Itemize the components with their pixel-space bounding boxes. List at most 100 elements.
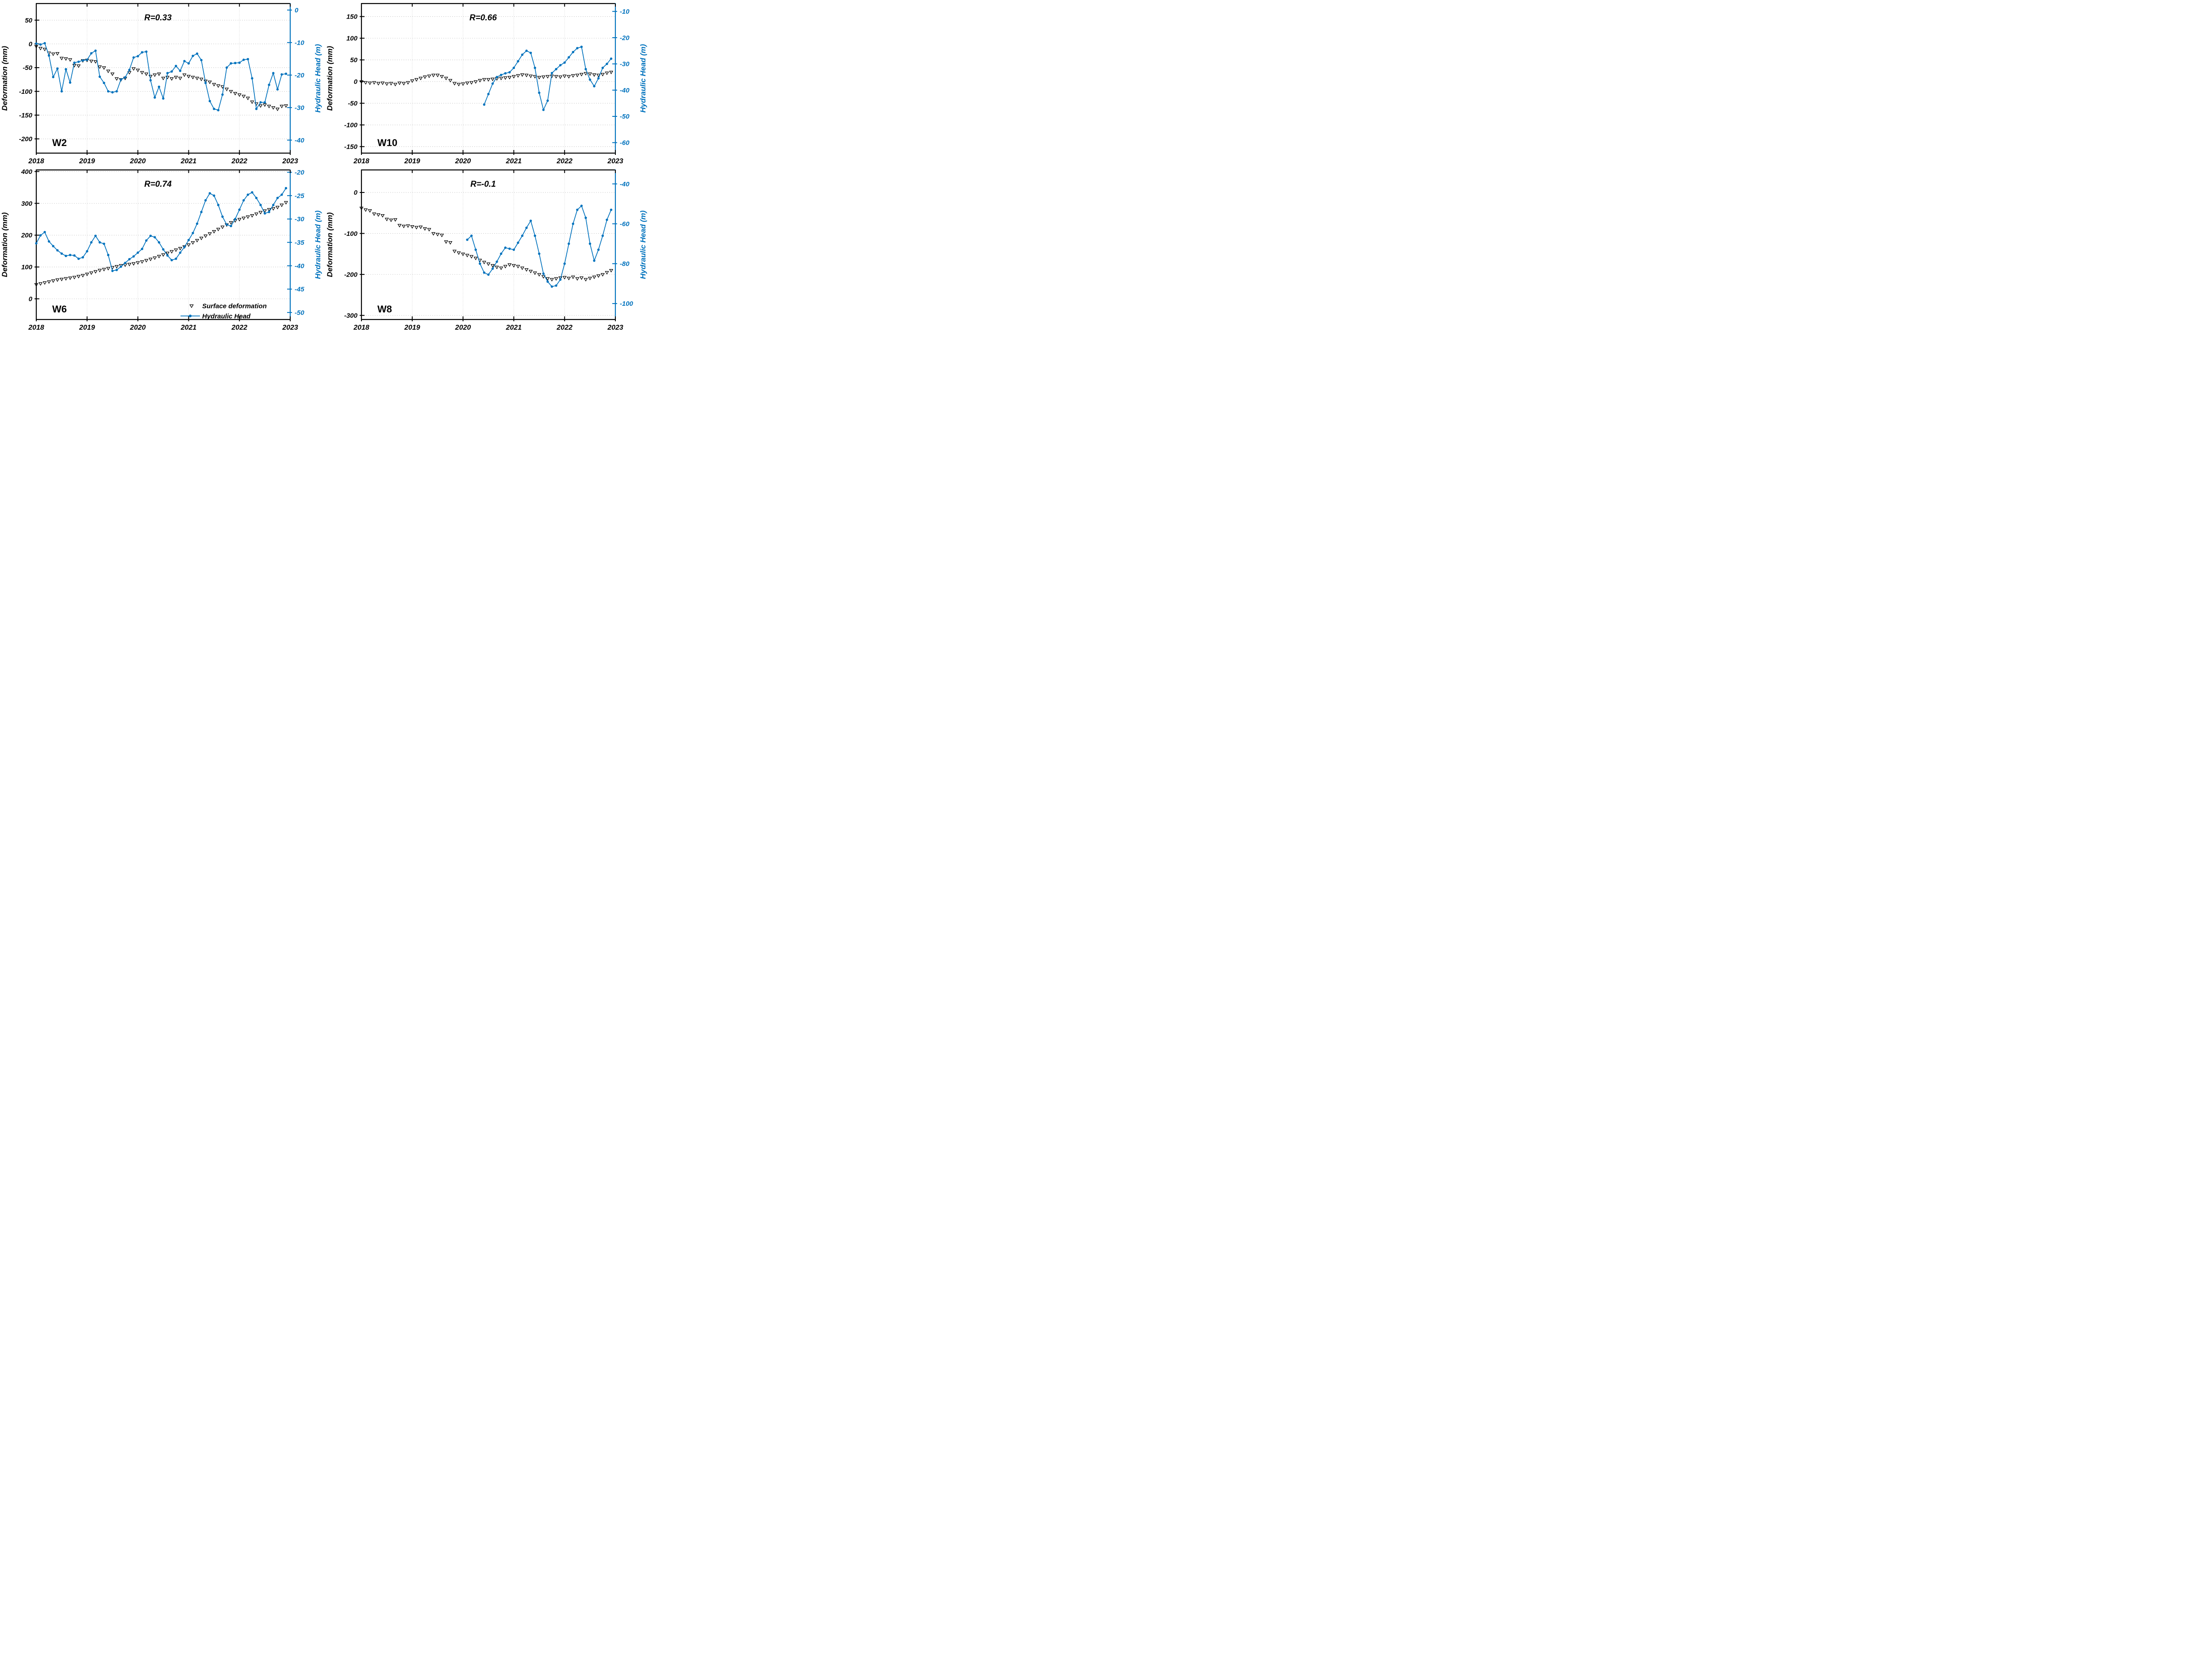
triangle-marker [182, 73, 187, 77]
circle-marker [610, 208, 613, 211]
triangle-marker [144, 72, 149, 76]
triangle-marker [42, 48, 47, 51]
circle-marker [86, 58, 88, 61]
left-tick-label: 100 [346, 35, 358, 42]
legend-label-surface-deformation: Surface deformation [202, 302, 267, 310]
circle-marker [529, 51, 532, 54]
gridlines [361, 170, 615, 320]
circle-marker [204, 81, 207, 84]
triangle-marker [402, 225, 406, 228]
triangle-marker [457, 83, 461, 87]
left-tick-label: 400 [21, 168, 33, 176]
triangle-marker [115, 77, 119, 81]
year-tick-label: 2020 [455, 158, 471, 165]
circle-marker [521, 235, 524, 237]
triangle-marker [153, 73, 157, 77]
triangle-marker [533, 75, 537, 79]
circle-marker [263, 212, 266, 215]
circle-marker [284, 73, 288, 75]
year-tick-label: 2021 [180, 158, 197, 165]
triangle-marker [431, 73, 436, 77]
circle-marker [251, 191, 253, 194]
triangle-marker [38, 47, 43, 50]
triangle-marker [482, 261, 487, 265]
triangle-marker [406, 224, 410, 228]
year-tick-label: 2019 [404, 158, 420, 165]
right-tick-label: -60 [620, 220, 630, 228]
triangle-marker [77, 64, 81, 68]
circle-marker [170, 70, 173, 73]
triangle-marker [448, 241, 453, 245]
circle-marker [572, 222, 575, 225]
left-axis-title: Deformation (mm) [0, 46, 9, 111]
triangle-marker [148, 258, 153, 262]
triangle-marker [384, 218, 389, 222]
circle-marker [238, 62, 241, 64]
circle-marker [154, 236, 156, 239]
year-tick-label: 2023 [282, 324, 298, 331]
circle-marker [606, 62, 608, 65]
triangle-marker [584, 278, 588, 282]
triangle-marker [571, 275, 575, 279]
triangle-marker [51, 279, 55, 283]
circle-marker [495, 260, 498, 263]
triangle-marker [216, 227, 220, 231]
triangle-marker [440, 75, 444, 79]
triangle-marker [237, 218, 242, 222]
triangle-marker [419, 77, 423, 81]
circle-marker [149, 79, 152, 82]
left-tick-label: -150 [19, 112, 33, 119]
triangle-marker [64, 57, 68, 61]
triangle-marker [262, 103, 267, 107]
triangle-marker [435, 73, 440, 77]
circle-marker [499, 252, 503, 255]
triangle-marker [541, 75, 545, 79]
triangle-marker [246, 96, 250, 100]
gridlines [36, 4, 290, 153]
left-tick-label: 50 [350, 57, 357, 64]
circle-marker [272, 204, 275, 206]
triangle-marker [533, 271, 537, 275]
triangle-marker [157, 72, 161, 76]
circle-marker [187, 239, 190, 242]
circle-marker [491, 267, 494, 270]
triangle-marker [507, 263, 512, 267]
triangle-marker [212, 83, 216, 87]
triangle-marker [605, 71, 609, 75]
circle-marker [149, 235, 152, 237]
triangle-marker [520, 266, 525, 270]
circle-marker [107, 90, 110, 93]
circle-marker [65, 254, 67, 258]
circle-marker [588, 78, 591, 81]
circle-marker [90, 52, 93, 55]
triangle-marker [592, 73, 596, 77]
legend-circle-marker [188, 314, 192, 318]
year-tick-label: 2020 [130, 158, 146, 165]
circle-marker [35, 42, 38, 45]
left-tick-label: 0 [354, 189, 358, 196]
triangle-marker [511, 264, 516, 268]
circle-marker [584, 216, 587, 219]
circle-marker [534, 66, 536, 69]
triangle-marker [178, 77, 182, 81]
circle-marker [550, 72, 553, 74]
circle-marker [225, 223, 228, 226]
triangle-marker [414, 226, 419, 230]
triangle-marker [59, 57, 64, 61]
left-tick-label: 0 [29, 40, 33, 48]
axes [360, 3, 617, 155]
triangle-marker [524, 268, 529, 272]
year-tick-label: 2022 [556, 158, 572, 165]
triangle-marker [220, 85, 225, 89]
triangle-marker [144, 259, 149, 263]
year-tick-label: 2023 [282, 158, 298, 165]
triangle-marker [410, 79, 415, 83]
triangle-marker [545, 277, 550, 281]
circle-marker [73, 62, 76, 64]
triangle-marker [51, 52, 55, 56]
triangle-marker [469, 255, 474, 259]
circle-marker [597, 77, 600, 80]
triangle-marker [212, 230, 216, 234]
circle-marker [35, 242, 38, 245]
triangle-marker [571, 74, 575, 78]
